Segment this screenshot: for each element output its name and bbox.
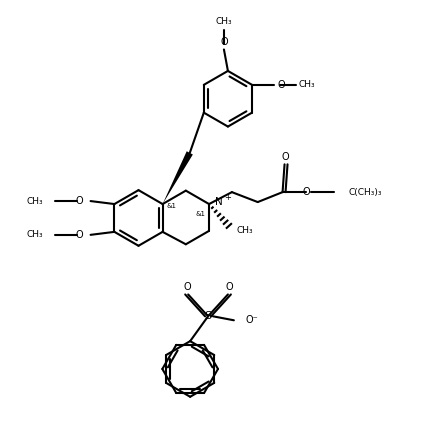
Text: CH₃: CH₃ [26, 231, 43, 239]
Text: &1: &1 [166, 203, 177, 209]
Text: O: O [278, 80, 286, 90]
Text: &1: &1 [195, 211, 205, 217]
Text: CH₃: CH₃ [215, 17, 232, 26]
Text: CH₃: CH₃ [298, 80, 315, 89]
Text: O: O [75, 196, 83, 206]
Text: O: O [183, 281, 191, 291]
Text: O: O [225, 281, 233, 291]
Text: O: O [303, 187, 310, 197]
Text: O: O [75, 230, 83, 240]
Text: S: S [205, 311, 212, 321]
Text: N: N [215, 197, 223, 207]
Text: O: O [220, 36, 228, 47]
Text: CH₃: CH₃ [237, 226, 254, 235]
Text: +: + [224, 192, 231, 202]
Text: C(CH₃)₃: C(CH₃)₃ [348, 188, 382, 197]
Text: CH₃: CH₃ [26, 197, 43, 206]
Text: O⁻: O⁻ [246, 315, 258, 325]
Text: O: O [282, 152, 289, 162]
Polygon shape [163, 151, 193, 204]
